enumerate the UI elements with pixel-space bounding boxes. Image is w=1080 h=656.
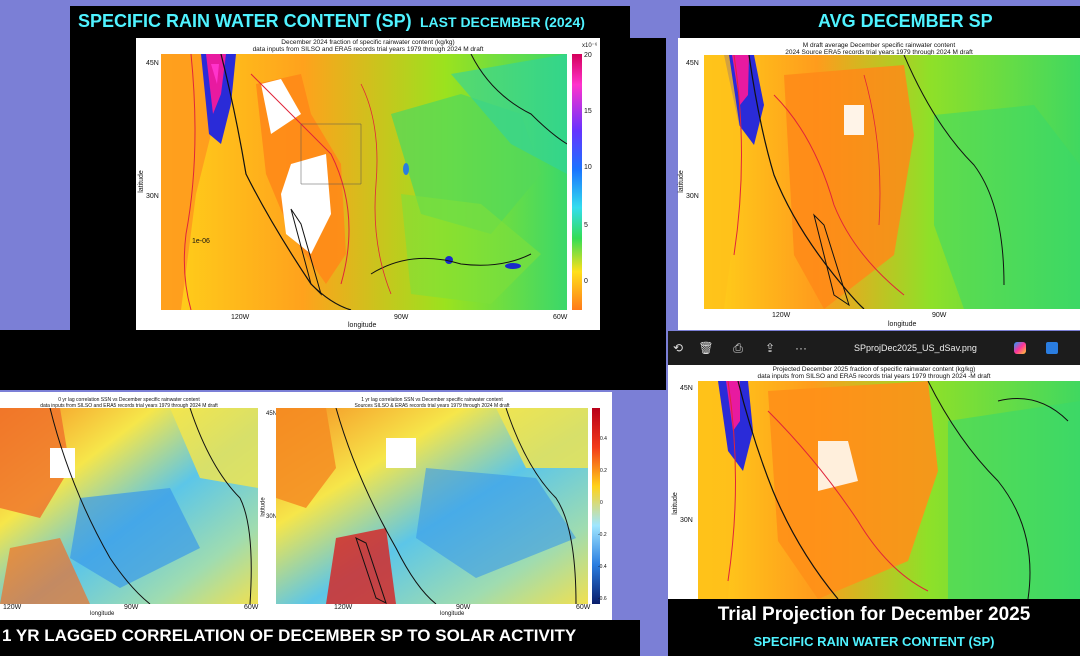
rain-content-map-projection [698,381,1080,599]
lon-label-60w: 60W [553,314,568,321]
dark-panel-mid [600,38,666,330]
colorbar-label-15: 15 [584,108,592,115]
colorbar-label-0: 0 [584,278,588,285]
proj-lat-45n: 45N [680,385,693,392]
lon-label-90w: 90W [394,314,409,321]
corr1-lat-45n: 45N [266,411,278,417]
print-icon[interactable]: ⎙ [733,341,743,355]
lon-label-120w: 120W [231,314,250,321]
lat-label-45n: 45N [146,60,159,67]
correlation-panel: 0 yr lag correlation SSN vs December spe… [0,392,612,620]
colorbar-label-10: 10 [584,164,592,171]
lat-label-30n: 30N [146,193,159,200]
corr1-lon-60w: 60W [576,604,591,611]
corr0-lon-90w: 90W [124,604,139,611]
avg-y-axis-label: latitude [677,170,685,193]
corr0-lon-60w: 60W [244,604,259,611]
header-bar-left [70,6,630,38]
delete-icon[interactable]: 🗑 [698,341,714,355]
proj-lat-30n: 30N [680,517,693,524]
map-panel-projection: Projected December 2025 fraction of spec… [668,365,1080,599]
corr-cb-0.4: 0.4 [600,436,607,442]
avg-lon-90w: 90W [932,312,947,319]
header-title-avg: AVG DECEMBER SP [818,11,993,31]
x-axis-label: longitude [348,322,377,329]
projection-caption-subtitle: SPECIFIC RAIN WATER CONTENT (SP) [753,634,995,649]
header-bar-right [680,6,1080,38]
projection-caption-bar [668,599,1080,656]
corr1-lon-120w: 120W [334,604,353,611]
copilot-icon[interactable] [1014,342,1026,354]
corr0-title-line-1: 0 yr lag correlation SSN vs December spe… [58,397,200,403]
map-panel-2024: December 2024 fraction of specific rainw… [136,38,600,330]
corr1-y-axis-label: latitude [260,497,267,517]
proj-y-axis-label: latitude [671,492,679,515]
proj-title-line-1: Projected December 2025 fraction of spec… [772,366,976,373]
corr-cb-neg0.4: -0.4 [598,564,607,570]
corr-cb-0.2: 0.2 [600,468,607,474]
corr0-title-line-2: data inputs from SILSO and ERA5 records … [40,403,218,409]
corr1-lon-90w: 90W [456,604,471,611]
correlation-caption: 1 YR LAGGED CORRELATION OF DECEMBER SP T… [2,626,577,645]
rain-content-map-avg [704,55,1080,309]
corr0-x-axis-label: longitude [90,611,115,617]
more-icon[interactable]: ··· [795,341,807,355]
map-title-line-1: December 2024 fraction of specific rainw… [281,39,455,46]
correlation-map-1yr [276,408,588,604]
dark-band-middle [0,330,666,390]
rotate-icon[interactable]: ⟲ [672,341,684,355]
viewer-toolbar: ⟲ 🗑 ⎙ ⇪ ··· SPprojDec2025_US_dSav.png [668,331,1080,365]
edit-icon[interactable] [1046,342,1058,354]
avg-title-line-1: M draft average December specific rainwa… [802,42,956,49]
avg-title-line-2: 2024 Source ERA5 records trial years 197… [785,49,973,56]
avg-lat-30n: 30N [686,193,699,200]
avg-lat-45n: 45N [686,60,699,67]
dark-panel-top [70,38,136,330]
colorbar-exponent: x10⁻⁶ [582,43,598,49]
colorbar-sp-2024 [572,54,582,310]
corr1-title-line-1: 1 yr lag correlation SSN vs December spe… [361,397,503,403]
share-icon[interactable]: ⇪ [764,341,776,355]
corr0-lon-120w: 120W [3,604,22,611]
rain-content-map-2024 [161,54,567,310]
corr1-lat-30n: 30N [266,514,278,520]
corr-cb-neg0.6: -0.6 [598,596,607,602]
correlation-colorbar [592,408,600,604]
header-title-sp: SPECIFIC RAIN WATER CONTENT (SP) [78,11,412,31]
colorbar-label-20: 20 [584,52,592,59]
corr1-title-line-2: Sources SILSO & ERA5 records trial years… [354,403,510,409]
corr1-x-axis-label: longitude [440,611,465,617]
map-panel-avg: M draft average December specific rainwa… [678,38,1080,330]
y-axis-label: latitude [137,170,145,193]
colorbar-label-5: 5 [584,222,588,229]
header-title-date: LAST DECEMBER (2024) [420,14,585,30]
corr-cb-neg0.2: -0.2 [598,532,607,538]
map-title-line-2: data inputs from SILSO and ERA5 records … [252,46,484,53]
proj-title-line-2: data inputs from SILSO and ERA5 records … [757,373,991,380]
avg-lon-120w: 120W [772,312,791,319]
correlation-map-0yr [0,408,258,604]
correlation-caption-bar [0,620,640,656]
avg-x-axis-label: longitude [888,321,917,328]
projection-caption-title: Trial Projection for December 2025 [717,604,1031,625]
corr-cb-0: 0 [600,500,603,506]
viewer-filename: SPprojDec2025_US_dSav.png [854,343,977,353]
annotation-1e-06: 1e-06 [192,238,210,245]
